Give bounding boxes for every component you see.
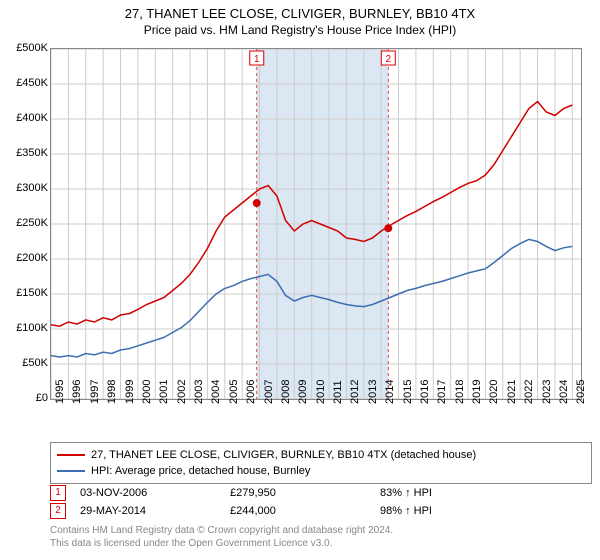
sale-row: 1 03-NOV-2006 £279,950 83% ↑ HPI	[50, 484, 500, 502]
x-axis-tick-label: 2002	[176, 380, 188, 404]
y-axis-tick-label: £100K	[0, 322, 48, 334]
legend-label: HPI: Average price, detached house, Burn…	[91, 465, 310, 477]
x-axis-tick-label: 2020	[488, 380, 500, 404]
x-axis-tick-label: 2007	[263, 380, 275, 404]
y-axis-tick-label: £50K	[0, 357, 48, 369]
sale-ratio: 98% ↑ HPI	[380, 505, 500, 517]
x-axis-tick-label: 2022	[523, 380, 535, 404]
chart-title-block: 27, THANET LEE CLOSE, CLIVIGER, BURNLEY,…	[0, 0, 600, 37]
chart-title-address: 27, THANET LEE CLOSE, CLIVIGER, BURNLEY,…	[0, 6, 600, 21]
attribution-footer: Contains HM Land Registry data © Crown c…	[50, 524, 393, 550]
x-axis-tick-label: 2019	[471, 380, 483, 404]
y-axis-tick-label: £450K	[0, 77, 48, 89]
x-axis-tick-label: 1997	[89, 380, 101, 404]
x-axis-tick-label: 2015	[402, 380, 414, 404]
legend-row: 27, THANET LEE CLOSE, CLIVIGER, BURNLEY,…	[57, 447, 585, 463]
legend-swatch-property	[57, 454, 85, 456]
x-axis-tick-label: 1996	[71, 380, 83, 404]
sale-badge: 2	[50, 503, 66, 519]
x-axis-tick-label: 2016	[419, 380, 431, 404]
x-axis-tick-label: 2025	[575, 380, 587, 404]
x-axis-tick-label: 1999	[124, 380, 136, 404]
x-axis-tick-label: 2004	[210, 380, 222, 404]
footer-line: Contains HM Land Registry data © Crown c…	[50, 524, 393, 537]
x-axis-tick-label: 2013	[367, 380, 379, 404]
x-axis-tick-label: 2003	[193, 380, 205, 404]
sale-row: 2 29-MAY-2014 £244,000 98% ↑ HPI	[50, 502, 500, 520]
x-axis-tick-label: 2018	[454, 380, 466, 404]
y-axis-tick-label: £250K	[0, 217, 48, 229]
sale-badge: 1	[50, 485, 66, 501]
sale-date: 03-NOV-2006	[80, 487, 230, 499]
price-chart: 12	[50, 48, 582, 400]
x-axis-tick-label: 2023	[541, 380, 553, 404]
x-axis-tick-label: 2024	[558, 380, 570, 404]
x-axis-tick-label: 2017	[436, 380, 448, 404]
chart-legend: 27, THANET LEE CLOSE, CLIVIGER, BURNLEY,…	[50, 442, 592, 484]
y-axis-tick-label: £400K	[0, 112, 48, 124]
x-axis-tick-label: 2011	[332, 380, 344, 404]
x-axis-tick-label: 2021	[506, 380, 518, 404]
chart-svg: 12	[51, 49, 581, 399]
sales-table: 1 03-NOV-2006 £279,950 83% ↑ HPI 2 29-MA…	[50, 484, 500, 520]
footer-line: This data is licensed under the Open Gov…	[50, 537, 393, 550]
sale-date: 29-MAY-2014	[80, 505, 230, 517]
x-axis-tick-label: 2014	[384, 380, 396, 404]
x-axis-tick-label: 1995	[54, 380, 66, 404]
y-axis-tick-label: £150K	[0, 287, 48, 299]
x-axis-tick-label: 2005	[228, 380, 240, 404]
x-axis-tick-label: 2000	[141, 380, 153, 404]
x-axis-tick-label: 2008	[280, 380, 292, 404]
y-axis-tick-label: £500K	[0, 42, 48, 54]
legend-row: HPI: Average price, detached house, Burn…	[57, 463, 585, 479]
x-axis-tick-label: 2010	[315, 380, 327, 404]
sale-ratio: 83% ↑ HPI	[380, 487, 500, 499]
y-axis-tick-label: £300K	[0, 182, 48, 194]
x-axis-tick-label: 2009	[297, 380, 309, 404]
svg-text:1: 1	[254, 54, 260, 65]
x-axis-tick-label: 2001	[158, 380, 170, 404]
sale-price: £244,000	[230, 505, 380, 517]
sale-price: £279,950	[230, 487, 380, 499]
y-axis-tick-label: £350K	[0, 147, 48, 159]
svg-text:2: 2	[386, 54, 392, 65]
x-axis-tick-label: 2006	[245, 380, 257, 404]
legend-label: 27, THANET LEE CLOSE, CLIVIGER, BURNLEY,…	[91, 449, 476, 461]
y-axis-tick-label: £200K	[0, 252, 48, 264]
chart-subtitle: Price paid vs. HM Land Registry's House …	[0, 23, 600, 37]
y-axis-tick-label: £0	[0, 392, 48, 404]
x-axis-tick-label: 1998	[106, 380, 118, 404]
x-axis-tick-label: 2012	[349, 380, 361, 404]
legend-swatch-hpi	[57, 470, 85, 472]
